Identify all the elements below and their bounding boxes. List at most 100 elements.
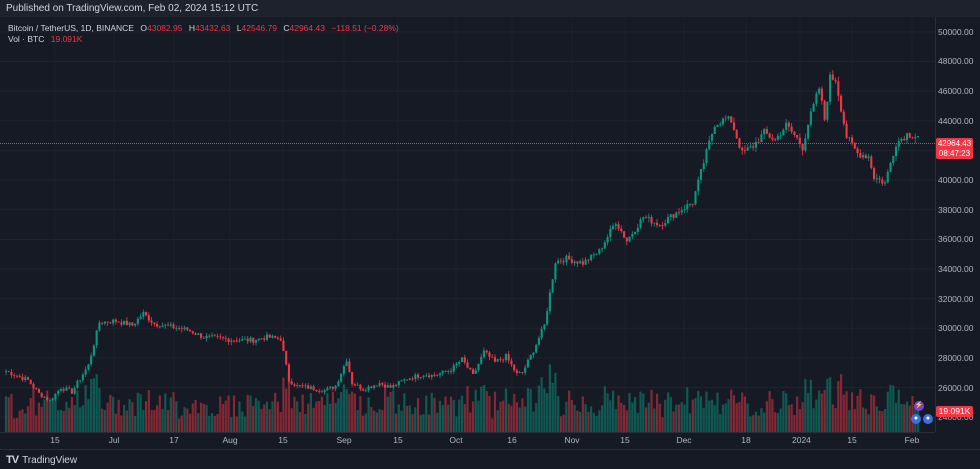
volume-bar bbox=[647, 402, 650, 432]
candle-body bbox=[123, 320, 126, 325]
volume-bar bbox=[180, 415, 183, 432]
candle-body bbox=[276, 337, 279, 339]
candle-body bbox=[845, 123, 848, 139]
volume-bar bbox=[730, 389, 733, 432]
candle-body bbox=[540, 328, 543, 339]
us-flag-event-icon[interactable]: ● bbox=[911, 414, 921, 424]
us-flag-event-icon-2[interactable]: ● bbox=[923, 414, 933, 424]
candle-body bbox=[15, 375, 19, 377]
volume-bar bbox=[381, 409, 384, 432]
candle-body bbox=[727, 116, 730, 119]
volume-bar bbox=[746, 403, 749, 432]
candle-body bbox=[364, 390, 367, 392]
time-axis[interactable] bbox=[0, 432, 935, 450]
time-tick-label: Feb bbox=[904, 435, 920, 445]
time-tick-label: 15 bbox=[50, 435, 60, 445]
volume-bar bbox=[480, 386, 483, 432]
candle-body bbox=[642, 217, 645, 220]
volume-bar bbox=[870, 394, 873, 432]
candle-body bbox=[304, 385, 307, 387]
candle-body bbox=[257, 338, 260, 341]
price-axis[interactable] bbox=[935, 17, 980, 432]
candle-body bbox=[392, 384, 395, 388]
volume-bar bbox=[905, 401, 909, 432]
volume-bar bbox=[356, 410, 359, 432]
candle-body bbox=[180, 328, 183, 330]
volume-bar bbox=[21, 409, 24, 432]
price-tick-label: 24000.00 bbox=[938, 412, 974, 423]
volume-bar bbox=[809, 379, 812, 432]
candle-body bbox=[197, 333, 200, 335]
candle-body bbox=[169, 324, 172, 326]
candle-body bbox=[353, 384, 356, 386]
candle-body bbox=[581, 261, 584, 265]
candle-body bbox=[156, 324, 159, 327]
candle-body bbox=[419, 376, 422, 378]
legend: Bitcoin / TetherUS, 1D, BINANCE O43082.9… bbox=[8, 23, 399, 45]
volume-bar bbox=[323, 405, 326, 432]
candle-body bbox=[669, 214, 672, 218]
candle-body bbox=[916, 136, 920, 138]
volume-bar bbox=[84, 385, 87, 432]
candle-body bbox=[199, 333, 203, 338]
candle-body bbox=[584, 259, 587, 265]
legend-change: −118.51 (−0.28%) bbox=[331, 23, 399, 33]
volume-bar bbox=[581, 396, 584, 432]
volume-bar bbox=[655, 393, 659, 432]
candle-body bbox=[543, 324, 546, 329]
candle-body bbox=[337, 381, 340, 387]
volume-bar bbox=[293, 396, 296, 432]
candle-body bbox=[818, 88, 821, 94]
legend-close: 42964.43 bbox=[289, 23, 325, 33]
candle-body bbox=[661, 225, 664, 227]
volume-bar bbox=[878, 410, 881, 432]
volume-bar bbox=[378, 409, 381, 432]
volume-bar bbox=[768, 391, 771, 432]
candle-body bbox=[787, 122, 790, 127]
candle-body bbox=[914, 137, 917, 139]
volume-bar bbox=[260, 408, 263, 432]
candle-body bbox=[436, 375, 439, 377]
volume-bar bbox=[109, 394, 112, 432]
volume-bar bbox=[573, 404, 576, 432]
candle-body bbox=[878, 178, 881, 180]
volume-bar bbox=[724, 403, 727, 432]
volume-tag: 19.091K bbox=[936, 406, 973, 417]
volume-bar bbox=[164, 393, 167, 432]
lightning-event-icon[interactable]: ⚡ bbox=[914, 401, 924, 411]
volume-bar bbox=[889, 384, 892, 432]
candle-body bbox=[757, 141, 760, 143]
volume-bar bbox=[155, 405, 159, 432]
volume-bar bbox=[375, 412, 378, 432]
volume-bar bbox=[526, 387, 530, 432]
candle-body bbox=[686, 204, 689, 210]
volume-bar bbox=[194, 400, 197, 432]
candle-body bbox=[298, 385, 301, 386]
tradingview-logo[interactable]: TV TradingView bbox=[6, 454, 77, 466]
candle-body bbox=[688, 204, 692, 205]
volume-bar bbox=[405, 405, 409, 432]
volume-bar bbox=[796, 396, 799, 432]
candle-body bbox=[634, 232, 637, 234]
volume-bar bbox=[727, 399, 730, 432]
legend-high-label: H bbox=[188, 23, 195, 33]
candle-body bbox=[4, 371, 8, 373]
volume-bar bbox=[54, 396, 57, 432]
candle-body bbox=[172, 324, 175, 329]
candle-body bbox=[438, 373, 442, 376]
candle-body bbox=[601, 248, 604, 250]
volume-bar bbox=[513, 393, 516, 432]
legend-row-ohlc: Bitcoin / TetherUS, 1D, BINANCE O43082.9… bbox=[8, 23, 399, 34]
candle-body bbox=[831, 74, 834, 80]
candle-body bbox=[573, 261, 576, 263]
legend-volume-label[interactable]: Vol · BTC bbox=[8, 34, 45, 44]
candle-body bbox=[375, 385, 378, 387]
volume-bar bbox=[540, 377, 543, 432]
volume-bar bbox=[101, 408, 104, 432]
legend-symbol[interactable]: Bitcoin / TetherUS, 1D, BINANCE bbox=[8, 23, 134, 33]
volume-bar bbox=[828, 377, 832, 432]
volume-bar bbox=[95, 374, 98, 432]
volume-bar bbox=[449, 396, 453, 432]
candle-body bbox=[7, 371, 10, 373]
candle-body bbox=[804, 138, 807, 151]
